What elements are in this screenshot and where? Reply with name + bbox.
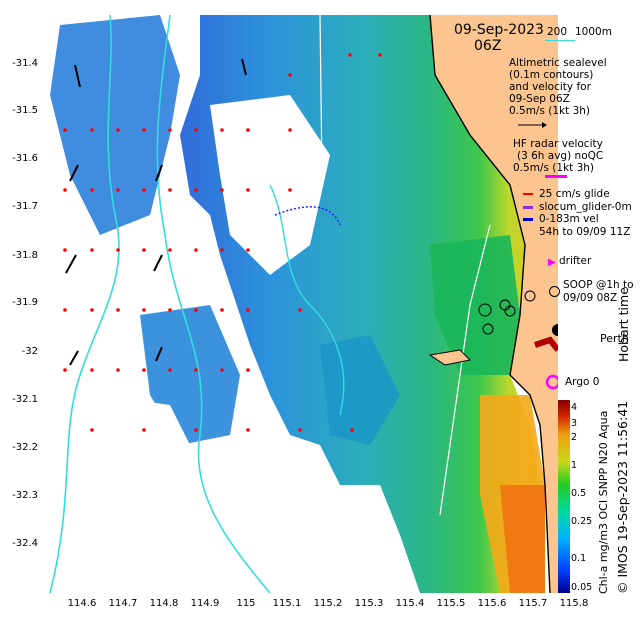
legend-hf-line: 0.5m/s (1kt 3h): [513, 162, 595, 174]
legend-vel: 0-183m vel: [539, 213, 599, 225]
soop-marker: [504, 305, 516, 317]
legend-soop-time: 09/09 08Z: [563, 292, 618, 304]
map-date: 09-Sep-2023: [454, 22, 544, 38]
colorbar-tick: 0.5: [571, 488, 587, 499]
x-tick-label: 114.6: [67, 598, 97, 609]
colorbar-tick: 1: [571, 460, 578, 471]
y-tick-label: -31.7: [12, 201, 38, 212]
glider-icon: [523, 206, 533, 209]
y-tick-label: -32.3: [12, 490, 38, 501]
credit-label: © IMOS 19-Sep-2023 11:56:41: [615, 400, 630, 594]
y-tick-label: -31.9: [12, 297, 38, 308]
bathymetry-contour: [156, 14, 271, 594]
legend-altimetry-line: 09-Sep 06Z: [509, 93, 570, 105]
x-tick-label: 115.8: [559, 598, 589, 609]
y-tick-label: -31.8: [12, 250, 38, 261]
soop-marker: [478, 303, 492, 317]
soop-legend-icon: [549, 286, 560, 297]
map-time: 06Z: [474, 38, 502, 54]
x-tick-label: 115.1: [272, 598, 302, 609]
coastline: [429, 14, 551, 594]
scale-label-right: 1000m: [575, 26, 612, 38]
land-area: [430, 15, 558, 593]
y-tick-label: -32.2: [12, 442, 38, 453]
hf-radar-arrow-icon: [545, 175, 567, 178]
colorbar-tick: 2: [571, 432, 578, 443]
glide-arrow-icon: [523, 193, 533, 195]
legend-hf-line: HF radar velocity: [513, 138, 603, 150]
colorbar: [558, 400, 570, 593]
product-label: Chl-a mg/m3 OCI SNPP N20 Aqua: [597, 410, 610, 594]
x-tick-label: 115.6: [477, 598, 507, 609]
x-tick-label: 115.7: [518, 598, 548, 609]
x-tick-label: 115: [236, 598, 256, 609]
bathymetry-contour: [269, 184, 345, 416]
chlorophyll-map: [40, 14, 564, 594]
x-tick-label: 115.2: [313, 598, 343, 609]
x-tick-label: 115.4: [395, 598, 425, 609]
legend-argo: Argo 0: [565, 376, 600, 388]
colorbar-tick: 0.05: [571, 582, 593, 593]
map-panel: [40, 14, 564, 594]
legend-glide: 25 cm/s glide: [539, 188, 610, 200]
legend-hf-radar: HF radar velocity (3 6h avg) noQC 0.5m/s…: [513, 138, 603, 174]
hobart-time-label: Hobart time: [616, 287, 631, 362]
y-tick-label: -32.1: [12, 394, 38, 405]
legend-drifter: drifter: [559, 255, 592, 267]
y-tick-label: -31.4: [12, 58, 38, 69]
perth-label: Perth: [600, 332, 629, 345]
altimetry-arrow-icon: [518, 122, 547, 128]
x-tick-label: 115.3: [354, 598, 384, 609]
colorbar-tick: 0.25: [571, 516, 593, 527]
legend-glider: slocum_glider-0m: [539, 201, 632, 213]
x-tick-label: 115.5: [436, 598, 466, 609]
legend-altimetry-line: and velocity for: [509, 81, 591, 93]
soop-marker: [482, 323, 494, 335]
glider-track: [274, 206, 341, 226]
bathymetry-contour: [49, 14, 120, 594]
scale-bar: [545, 40, 575, 41]
y-tick-label: -32.4: [12, 538, 38, 549]
legend-hf-line: (3 6h avg) noQC: [517, 150, 604, 162]
legend-vel-time: 54h to 09/09 11Z: [539, 226, 631, 238]
drifter-icon: ▶: [548, 257, 556, 268]
legend-altimetry-line: Altimetric sealevel: [509, 57, 607, 69]
y-tick-label: -32: [21, 346, 38, 357]
legend-altimetry: Altimetric sealevel (0.1m contours) and …: [509, 57, 607, 117]
legend-altimetry-line: 0.5m/s (1kt 3h): [509, 105, 591, 117]
x-tick-label: 114.7: [108, 598, 138, 609]
hf-radar-vectors: [63, 53, 382, 432]
colorbar-tick: 0.1: [571, 553, 587, 564]
legend-soop: SOOP @1h to: [563, 279, 634, 291]
vel-arrow-icon: [523, 218, 533, 221]
colorbar-tick: 3: [571, 418, 578, 429]
legend-altimetry-line: (0.1m contours): [509, 69, 594, 81]
soop-marker: [524, 290, 536, 302]
x-tick-label: 114.8: [149, 598, 179, 609]
altimetry-arrows: [65, 58, 247, 366]
y-tick-label: -31.6: [12, 153, 38, 164]
scale-label-left: 200: [547, 26, 568, 38]
y-tick-label: -31.5: [12, 105, 38, 116]
colorbar-tick: 4: [571, 402, 578, 413]
x-tick-label: 114.9: [190, 598, 220, 609]
